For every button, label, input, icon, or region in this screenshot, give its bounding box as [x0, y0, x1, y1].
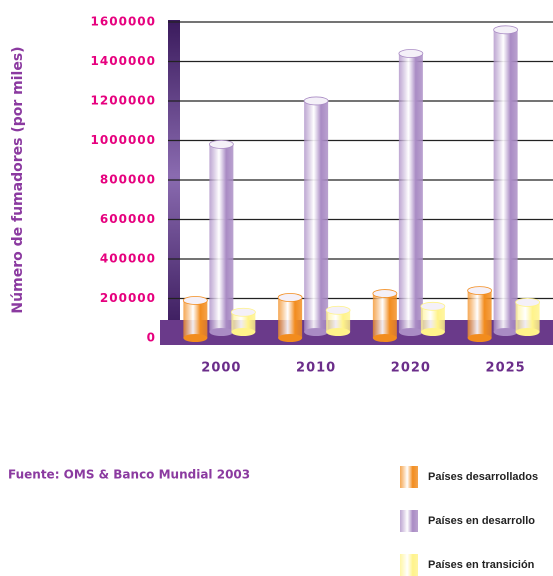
- legend-swatch: [400, 554, 418, 576]
- cylinder-body: [372, 293, 397, 338]
- y-tick-label: 1000000: [91, 133, 156, 147]
- cylinder-top: [277, 293, 303, 302]
- legend-swatch: [400, 510, 418, 532]
- cylinder-bottom: [326, 328, 351, 336]
- cylinder-bottom: [420, 328, 445, 336]
- cylinder-bottom: [278, 334, 303, 342]
- cylinder-body: [183, 300, 208, 338]
- cylinder: [230, 307, 256, 336]
- x-tick-label: 2025: [486, 361, 526, 376]
- cylinder: [372, 289, 398, 342]
- y-tick-label: 200000: [100, 291, 156, 305]
- cylinder-body: [231, 312, 256, 332]
- y-tick-label: 800000: [100, 173, 156, 187]
- y-tick-label: 400000: [100, 252, 156, 266]
- y-tick-label: 0: [147, 331, 156, 345]
- cylinder-top: [182, 296, 208, 305]
- y-tick-label: 1400000: [91, 54, 156, 68]
- cylinder-body: [515, 302, 540, 332]
- cylinder: [515, 297, 541, 336]
- cylinder-bottom: [372, 334, 397, 342]
- x-tick-label: 2020: [391, 361, 431, 376]
- cylinder-bottom: [467, 334, 492, 342]
- cylinder: [208, 139, 234, 336]
- cylinder-bottom: [231, 328, 256, 336]
- cylinder-body: [209, 144, 234, 332]
- cylinder-top: [467, 286, 493, 296]
- cylinder-bottom: [183, 334, 208, 342]
- legend-label: Países desarrollados: [428, 471, 538, 483]
- cylinder-body: [493, 29, 518, 332]
- x-tick-label: 2000: [201, 361, 241, 376]
- cylinder: [277, 293, 303, 342]
- legend-label: Países en transición: [428, 559, 535, 571]
- cylinder-top: [303, 96, 329, 106]
- cylinder-top: [420, 301, 446, 311]
- cylinder: [420, 301, 446, 336]
- cylinder-top: [493, 25, 519, 35]
- cylinder: [182, 296, 208, 342]
- cylinder-bottom: [209, 328, 234, 336]
- cylinder-body: [278, 297, 303, 338]
- cylinder-top: [208, 139, 234, 149]
- source: Fuente: OMS & Banco Mundial 2003: [8, 468, 250, 482]
- y-tick-label: 1600000: [91, 15, 156, 29]
- cylinder-bottom: [398, 328, 423, 336]
- cylinder: [493, 25, 519, 336]
- cylinder-body: [467, 290, 492, 338]
- cylinder-body: [326, 310, 351, 332]
- cylinder: [303, 96, 329, 336]
- cylinder-top: [372, 289, 398, 298]
- cylinder-bottom: [304, 328, 329, 336]
- y-tick-label: 1200000: [91, 94, 156, 108]
- cylinder: [467, 286, 493, 342]
- legend-swatch: [400, 466, 418, 488]
- cylinder-body: [398, 53, 423, 333]
- cylinder-top: [515, 297, 541, 307]
- x-tick-label: 2010: [296, 361, 336, 376]
- cylinder-bottom: [515, 328, 540, 336]
- cylinder-top: [325, 305, 351, 315]
- left-wall: [168, 20, 180, 332]
- legend-label: Países en desarrollo: [428, 515, 535, 527]
- cylinder-bottom: [493, 328, 518, 336]
- cylinder-top: [230, 307, 256, 317]
- y-axis-label: Número de fumadores (por miles): [10, 46, 26, 313]
- cylinder-top: [398, 49, 424, 58]
- y-tick-label: 600000: [100, 212, 156, 226]
- cylinder: [398, 49, 424, 336]
- cylinder-body: [304, 100, 329, 332]
- cylinder: [325, 305, 351, 336]
